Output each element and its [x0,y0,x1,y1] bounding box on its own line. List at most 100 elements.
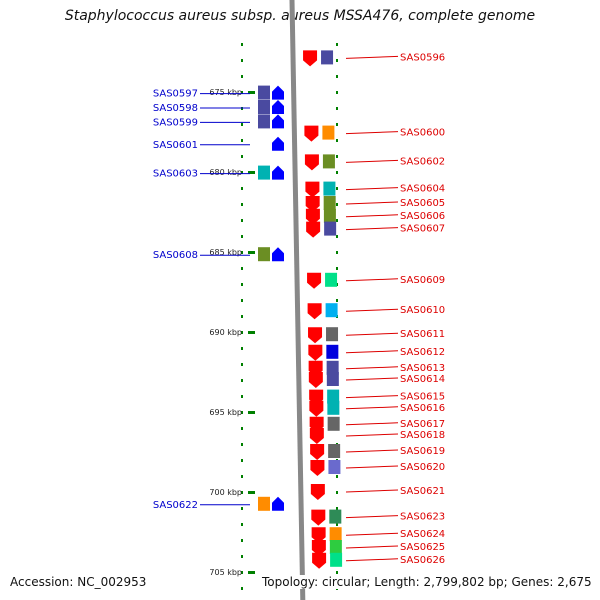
gene-label-sas0606: SAS0606 [400,211,445,222]
minor-tick-left [241,571,243,574]
reverse-gene-arrow [308,327,323,344]
minor-tick-left [241,523,243,526]
label-leader [345,308,399,312]
cog-block [321,50,334,65]
minor-tick-right [336,251,338,254]
label-leader [345,227,399,231]
reverse-gene-arrow [308,344,323,361]
genome-backbone [289,0,306,600]
cog-block [329,527,342,542]
label-leader [345,201,399,205]
label-leader [345,449,399,453]
gene-label-sas0608: SAS0608 [153,250,198,261]
label-leader [345,489,399,493]
gene-label-sas0618: SAS0618 [400,430,445,441]
gene-label-sas0600: SAS0600 [400,128,445,139]
cog-block [258,496,270,511]
forward-gene-arrow [272,496,284,511]
reverse-gene-arrow [309,400,324,417]
gene-label-sas0616: SAS0616 [400,403,445,414]
forward-gene-arrow [272,114,284,129]
minor-tick-left [241,203,243,206]
gene-label-sas0619: SAS0619 [400,446,445,457]
minor-tick-right [336,475,338,478]
label-leader [345,131,399,135]
reverse-gene-arrow [305,196,320,212]
cog-block [329,540,342,554]
label-leader [345,406,399,410]
reverse-gene-arrow [311,540,326,556]
gene-label-sas0613: SAS0613 [400,363,445,374]
minor-tick-left [241,123,243,126]
gene-label-sas0615: SAS0615 [400,392,445,403]
gene-label-sas0597: SAS0597 [153,89,198,100]
major-tick [248,411,255,414]
gene-label-sas0624: SAS0624 [400,529,445,540]
cog-block [323,196,336,210]
cog-block [323,208,336,223]
minor-tick-right [336,523,338,526]
major-tick [248,491,255,494]
label-leader [345,558,399,562]
forward-gene-arrow [272,136,284,151]
gene-label-sas0625: SAS0625 [400,542,445,553]
cog-block [327,389,340,404]
minor-tick-left [241,315,243,318]
label-leader [345,395,399,399]
gene-label-sas0623: SAS0623 [400,512,445,523]
reverse-gene-arrow [307,303,322,320]
reverse-gene-arrow [304,154,319,171]
reverse-gene-arrow [305,208,320,225]
gene-label-sas0611: SAS0611 [400,329,445,340]
cog-block [322,125,335,140]
cog-block [326,360,339,375]
label-leader [345,433,399,437]
gene-label-sas0612: SAS0612 [400,347,445,358]
cog-block [258,165,270,180]
minor-tick-left [241,267,243,270]
label-leader [345,332,399,336]
minor-tick-left [241,155,243,158]
minor-tick-right [336,139,338,142]
gene-label-sas0607: SAS0607 [400,224,445,235]
forward-gene-arrow [272,85,284,100]
minor-tick-right [336,267,338,270]
minor-tick-left [241,379,243,382]
gene-label-sas0599: SAS0599 [153,117,198,128]
gene-label-sas0598: SAS0598 [153,103,198,114]
minor-tick-left [241,491,243,494]
minor-tick-left [241,555,243,558]
minor-tick-right [336,203,338,206]
gene-label-sas0622: SAS0622 [153,500,198,511]
tick-label: 695 kbp [209,408,242,417]
gene-features [258,50,343,569]
major-tick [248,171,255,174]
gene-label-sas0603: SAS0603 [153,169,198,180]
map-title: Staphylococcus aureus subsp. aureus MSSA… [64,8,536,24]
minor-tick-right [336,155,338,158]
tick-label: 700 kbp [209,488,242,497]
minor-tick-left [241,139,243,142]
cog-block [323,181,336,196]
minor-tick-left [241,171,243,174]
minor-tick-right [336,59,338,62]
cog-block [326,372,339,386]
cog-block [328,444,341,458]
cog-block [330,552,343,567]
tick-label: 705 kbp [209,568,242,577]
minor-tick-right [336,219,338,222]
minor-tick-left [241,299,243,302]
label-leader [345,187,399,191]
cog-block [258,114,270,129]
major-tick [248,331,255,334]
minor-tick-left [241,539,243,542]
reverse-gene-arrow [312,552,327,569]
major-tick [248,91,255,94]
cog-block [326,327,339,342]
minor-tick-left [241,411,243,414]
gene-labels: SAS0596 SAS0600 SAS0602 SAS0604 SAS0605 SAS06… [153,52,445,565]
cog-block [329,509,342,524]
reverse-gene-arrow [310,460,325,476]
minor-tick-right [336,91,338,94]
